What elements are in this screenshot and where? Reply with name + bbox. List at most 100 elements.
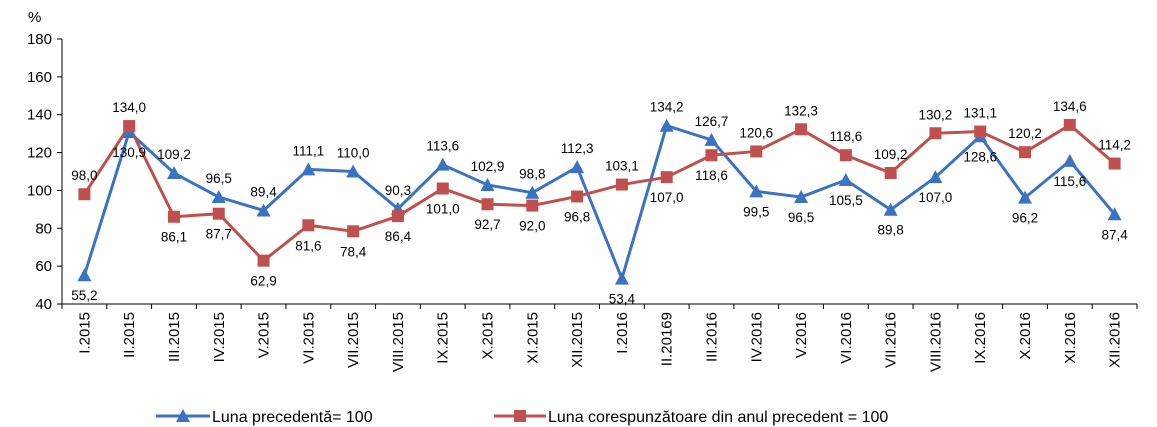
triangle-marker [838,173,853,187]
x-tick-label: XI.2016 [1062,312,1079,364]
square-marker [347,225,360,238]
data-label-series-2: 81,6 [295,238,321,253]
data-label-series-1: 112,3 [561,141,594,156]
data-label-series-1: 109,2 [157,147,191,162]
data-label-series-1: 113,6 [426,139,459,154]
square-marker [257,254,270,267]
x-tick-label: I.2016 [614,312,631,354]
x-tick-label: VIII.2015 [390,312,407,372]
data-label-series-1: 115,6 [1053,174,1086,189]
x-tick-label: VII.2016 [883,312,900,368]
legend-label-1: Luna precedentă= 100 [212,409,373,426]
data-label-series-1: 90,3 [385,183,411,198]
data-label-series-2: 86,4 [385,229,412,244]
square-marker [1019,146,1032,159]
data-label-series-2: 134,6 [1053,99,1087,114]
data-label-series-1: 98,8 [519,167,545,182]
square-marker [705,149,718,162]
square-marker [795,123,808,136]
x-tick-label: VI.2015 [300,312,317,364]
legend-label-2: Luna corespunzătoare din anul precedent … [548,409,888,426]
triangle-marker [794,190,809,204]
y-tick-label: 180 [27,31,52,48]
x-tick-label: IV.2015 [211,312,228,362]
data-label-series-1: 105,5 [829,193,863,208]
y-unit-label: % [28,9,41,26]
data-label-series-2: 87,7 [206,227,232,242]
data-label-series-2: 131,1 [963,106,997,121]
data-label-series-1: 134,2 [650,100,684,115]
x-tick-label: XI.2015 [524,312,541,364]
data-label-series-2: 86,1 [161,230,187,245]
data-label-series-2: 92,0 [519,219,545,234]
triangle-marker [1107,207,1122,221]
square-marker [571,190,584,203]
x-tick-label: II.2015 [121,312,138,358]
square-marker [974,125,987,138]
legend-square-marker [514,410,526,422]
square-marker [78,188,91,201]
square-marker [123,120,136,133]
triangle-marker [525,185,540,199]
triangle-marker [614,271,629,285]
data-label-series-1: 89,4 [250,184,277,199]
x-tick-label: IV.2016 [748,312,765,362]
data-label-series-2: 134,0 [112,100,146,115]
triangle-marker [883,202,898,216]
triangle-marker [77,268,92,282]
square-marker [391,210,404,223]
data-label-series-1: 130,9 [112,145,146,160]
x-tick-label: IX.2016 [972,312,989,364]
square-marker [1108,157,1121,170]
data-label-series-1: 99,5 [743,204,769,219]
triangle-marker [659,118,674,132]
triangle-marker [301,162,316,176]
data-label-series-1: 96,5 [788,210,814,225]
square-marker [615,178,628,191]
x-tick-label: I.2015 [76,312,93,354]
triangle-marker [256,203,271,217]
y-tick-label: 160 [27,69,52,86]
square-marker [929,127,942,140]
data-label-series-2: 101,0 [426,202,460,217]
series-line-1 [82,124,1116,281]
triangle-marker [166,166,181,180]
triangle-marker [435,157,450,171]
data-label-series-1: 96,5 [206,171,232,186]
x-tick-label: VIII.2016 [927,312,944,372]
square-marker [839,149,852,162]
data-label-series-2: 96,8 [564,209,590,224]
data-label-series-1: 128,6 [963,149,997,164]
square-marker [660,171,673,184]
data-label-series-2: 120,6 [739,125,773,140]
y-tick-label: 140 [27,107,52,124]
data-label-series-2: 130,2 [919,107,953,122]
data-label-series-1: 53,4 [609,292,636,307]
data-label-series-1: 110,0 [337,146,370,161]
x-tick-label: V.2015 [256,312,273,358]
data-label-series-1: 107,0 [919,190,953,205]
square-marker [436,182,449,195]
triangle-marker [570,160,585,174]
data-label-series-1: 89,8 [878,223,904,238]
triangle-marker [346,164,361,178]
legend-triangle-marker [176,409,190,422]
x-tick-label: XII.2016 [1107,312,1124,368]
data-label-series-1: 102,9 [471,159,505,174]
data-label-series-1: 126,7 [695,114,729,129]
y-tick-label: 80 [35,220,52,237]
x-tick-label: II.20169 [659,312,676,366]
x-tick-label: III.2016 [703,312,720,362]
x-tick-label: V.2016 [793,312,810,358]
y-tick-label: 40 [35,296,52,313]
data-label-series-2: 132,3 [784,103,818,118]
x-tick-label: X.2015 [480,312,497,360]
triangle-marker [480,177,495,191]
y-tick-label: 100 [27,182,52,199]
data-label-series-2: 118,6 [829,129,862,144]
square-marker [212,207,225,220]
x-tick-label: VII.2015 [345,312,362,368]
triangle-marker [1062,153,1077,167]
